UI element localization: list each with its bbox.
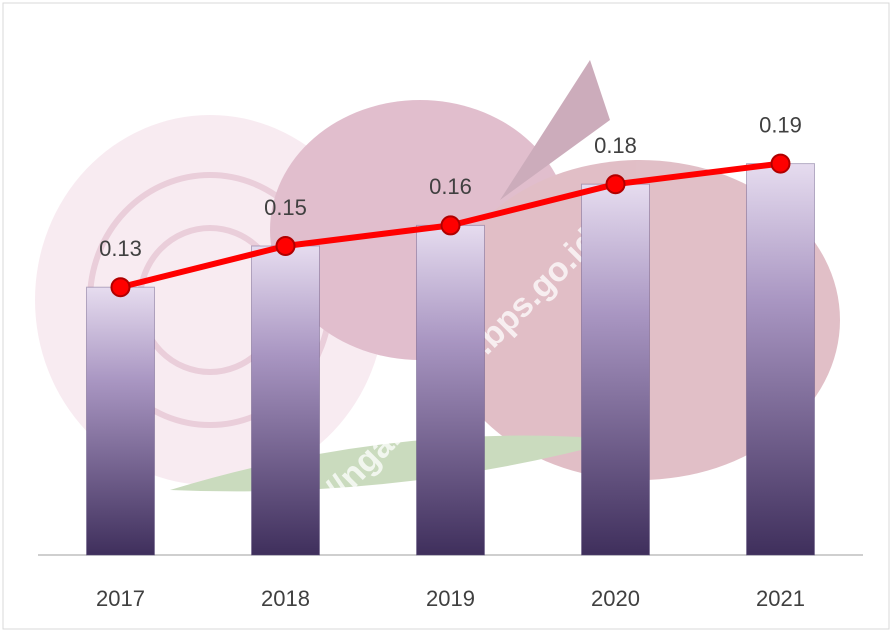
data-label: 0.15	[264, 195, 307, 220]
bar	[251, 245, 320, 556]
bar	[746, 163, 815, 556]
line-marker	[440, 215, 461, 236]
line-marker	[605, 174, 626, 195]
data-label: 0.18	[594, 133, 637, 158]
bar	[581, 183, 650, 556]
line-marker	[275, 236, 296, 256]
line-marker	[110, 277, 131, 298]
bar	[86, 286, 155, 556]
data-label: 0.16	[429, 174, 472, 199]
bar	[416, 224, 485, 556]
x-tick-label: 2019	[426, 586, 475, 611]
x-tick-label: 2021	[756, 586, 805, 611]
data-label: 0.19	[759, 112, 802, 137]
data-label: 0.13	[99, 236, 142, 261]
x-tick-label: 2017	[96, 586, 145, 611]
x-tick-label: 2018	[261, 586, 310, 611]
x-tick-label: 2020	[591, 586, 640, 611]
line-marker	[770, 153, 791, 174]
